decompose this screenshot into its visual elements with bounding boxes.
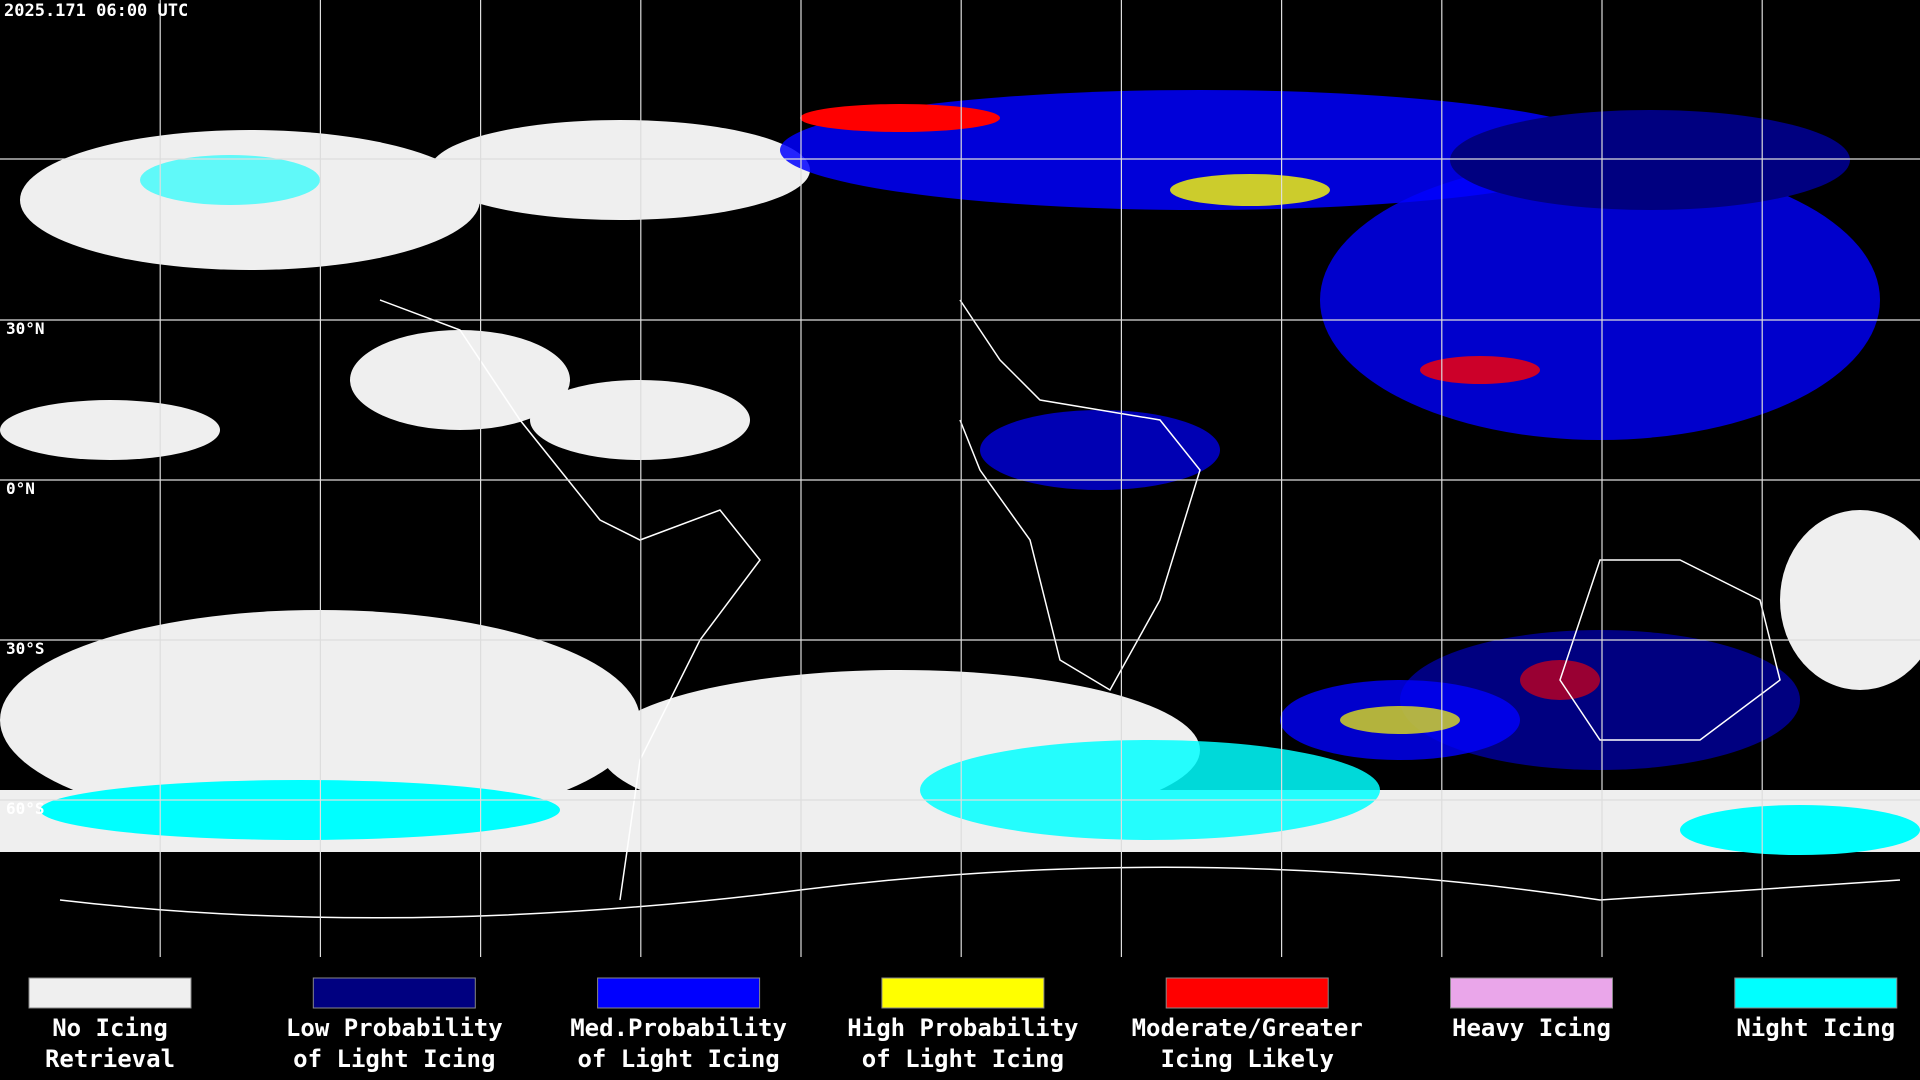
legend-label: of Light Icing <box>577 1045 779 1073</box>
legend-label: Low Probability <box>286 1014 503 1042</box>
icing-region <box>1420 356 1540 384</box>
cloud-region <box>0 400 220 460</box>
latitude-label: 30°N <box>6 319 45 338</box>
legend-label: Moderate/Greater <box>1132 1014 1363 1042</box>
legend-label: No Icing <box>52 1014 168 1042</box>
icing-region <box>1340 706 1460 734</box>
cloud-region <box>1680 805 1920 855</box>
legend-label: of Light Icing <box>862 1045 1064 1073</box>
latitude-label: 30°S <box>6 639 45 658</box>
legend-swatch <box>1165 977 1329 1009</box>
icing-region <box>1450 110 1850 210</box>
legend-label: Heavy Icing <box>1452 1014 1611 1042</box>
cloud-region <box>1780 510 1920 690</box>
icing-region <box>980 410 1220 490</box>
latitude-label: 0°N <box>6 479 35 498</box>
legend-label: Med.Probability <box>570 1014 787 1042</box>
cloud-fields <box>0 90 1920 855</box>
cloud-region <box>140 155 320 205</box>
legend-swatch <box>1450 977 1613 1009</box>
legend-swatch <box>597 977 761 1009</box>
cloud-region <box>530 380 750 460</box>
coastline <box>959 299 1201 692</box>
legend: No Icing Retrieval Low Probability of Light… <box>28 977 1898 1073</box>
legend-label: Icing Likely <box>1161 1045 1334 1073</box>
legend-label: of Light Icing <box>293 1045 495 1073</box>
latitude-label: 60°S <box>6 799 45 818</box>
legend-swatch <box>312 977 476 1009</box>
coastline <box>1559 559 1781 741</box>
legend-label: Night Icing <box>1736 1014 1895 1042</box>
cloud-region <box>40 780 560 840</box>
timestamp: 2025.171 06:00 UTC <box>4 1 188 21</box>
icing-region <box>1170 174 1330 206</box>
cloud-region <box>430 120 810 220</box>
icing-region <box>800 104 1000 132</box>
cloud-region <box>920 740 1380 840</box>
legend-label: Retrieval <box>45 1045 175 1073</box>
coastline <box>379 299 761 901</box>
cloud-region <box>350 330 570 430</box>
legend-swatch <box>881 977 1045 1009</box>
legend-swatch <box>28 977 192 1009</box>
graticule <box>0 0 1920 957</box>
legend-swatch <box>1734 977 1898 1009</box>
latitude-labels: 30°N 0°N 30°S 60°S <box>6 319 45 818</box>
legend-label: High Probability <box>847 1014 1078 1042</box>
